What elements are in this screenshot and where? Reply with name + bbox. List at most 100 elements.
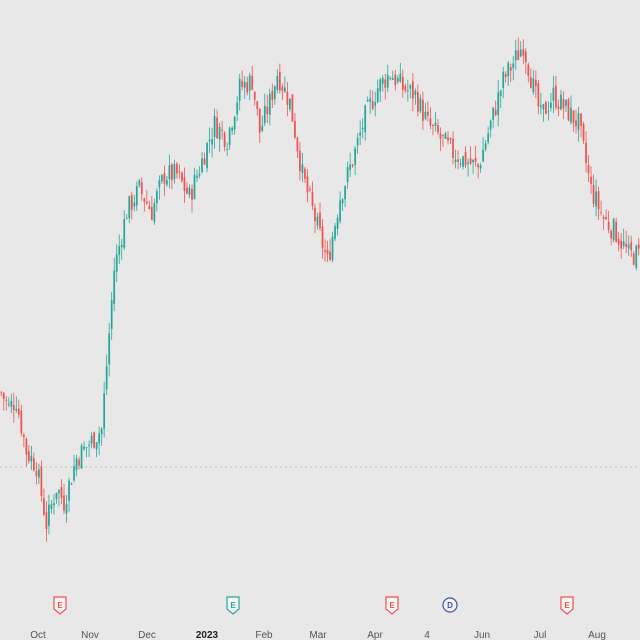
candle-body <box>314 207 316 222</box>
candle-body <box>339 200 341 222</box>
candle-body <box>233 117 236 130</box>
candle-body <box>359 132 362 136</box>
candle-body <box>479 165 482 169</box>
candle-body <box>216 117 218 139</box>
candle-body <box>45 512 48 530</box>
candle-body <box>509 67 512 71</box>
candle-body <box>472 159 474 163</box>
candle-body <box>30 455 33 462</box>
candle-body <box>391 78 394 80</box>
candle-body <box>60 486 63 499</box>
candle-body <box>427 111 429 116</box>
candle-body <box>364 105 367 133</box>
candle-body <box>512 63 515 69</box>
earnings-badge <box>53 596 67 615</box>
x-tick-label: Jun <box>474 630 490 640</box>
candle-body <box>572 110 575 123</box>
candle-body <box>557 106 560 109</box>
candle-body <box>153 203 156 222</box>
candle-body <box>522 49 525 56</box>
candle-body <box>449 138 452 140</box>
candle-body <box>384 79 387 88</box>
earnings-marker[interactable]: E <box>226 596 240 615</box>
earnings-badge <box>226 596 240 615</box>
candle-body <box>48 504 50 526</box>
candle-body <box>273 86 276 100</box>
candle-body <box>334 226 336 239</box>
candle-body <box>396 78 399 83</box>
candle-body <box>171 164 173 181</box>
candle-body <box>469 158 472 164</box>
candle-body <box>319 212 321 229</box>
candle-body <box>10 400 13 407</box>
candle-body <box>299 150 301 172</box>
candle-body <box>135 186 138 206</box>
earnings-marker[interactable]: E <box>385 596 399 615</box>
candle-body <box>627 244 630 249</box>
candle-body <box>625 243 628 247</box>
event-letter: D <box>447 601 453 610</box>
candle-body <box>221 129 223 131</box>
candle-body <box>434 122 437 126</box>
candle-body <box>248 75 251 91</box>
candle-body <box>565 100 567 106</box>
earnings-badge <box>560 596 574 615</box>
candle-body <box>206 143 208 169</box>
candle-body <box>637 244 640 249</box>
candle-body <box>208 140 211 142</box>
candle-body <box>409 85 412 89</box>
candle-body <box>70 483 73 485</box>
candle-body <box>286 91 289 105</box>
candle-body <box>381 77 384 84</box>
candle-body <box>100 428 103 435</box>
candle-body <box>218 126 221 140</box>
candle-body <box>562 98 565 109</box>
earnings-marker[interactable]: E <box>53 596 67 615</box>
candle-body <box>223 132 226 147</box>
candle-body <box>173 164 176 180</box>
candle-body <box>0 392 3 394</box>
candle-body <box>482 149 485 162</box>
candle-body <box>331 236 334 261</box>
candle-body <box>316 216 319 226</box>
candle-body <box>394 74 397 86</box>
candle-body <box>406 90 409 92</box>
candle-body <box>150 207 153 220</box>
candle-body <box>592 185 595 204</box>
candle-body <box>115 254 118 272</box>
earnings-marker[interactable]: E <box>560 596 574 615</box>
candle-body <box>261 125 264 131</box>
candle-body <box>80 445 83 469</box>
candle-body <box>610 230 613 239</box>
candle-body <box>238 78 241 101</box>
candle-body <box>133 202 136 207</box>
candle-body <box>580 113 582 126</box>
candle-body <box>27 451 30 461</box>
candle-body <box>454 159 457 162</box>
candle-body <box>414 90 417 95</box>
dividend-marker[interactable]: D <box>442 597 458 613</box>
candle-body <box>499 90 502 97</box>
candle-body <box>401 77 404 90</box>
candle-body <box>632 253 635 265</box>
candle-body <box>585 142 587 163</box>
candle-body <box>534 79 537 87</box>
candle-body <box>241 80 244 88</box>
candle-body <box>411 81 414 99</box>
candle-body <box>550 102 552 108</box>
candle-body <box>231 127 234 131</box>
candle-body <box>517 50 520 61</box>
candle-body <box>527 64 530 76</box>
candle-body <box>622 241 625 246</box>
candle-body <box>514 50 517 61</box>
candle-body <box>178 171 181 173</box>
event-letter: E <box>564 601 570 610</box>
candle-body <box>120 244 123 248</box>
candle-body <box>143 198 146 203</box>
candle-body <box>93 432 95 448</box>
candle-body <box>58 490 60 494</box>
candle-body <box>88 444 90 446</box>
